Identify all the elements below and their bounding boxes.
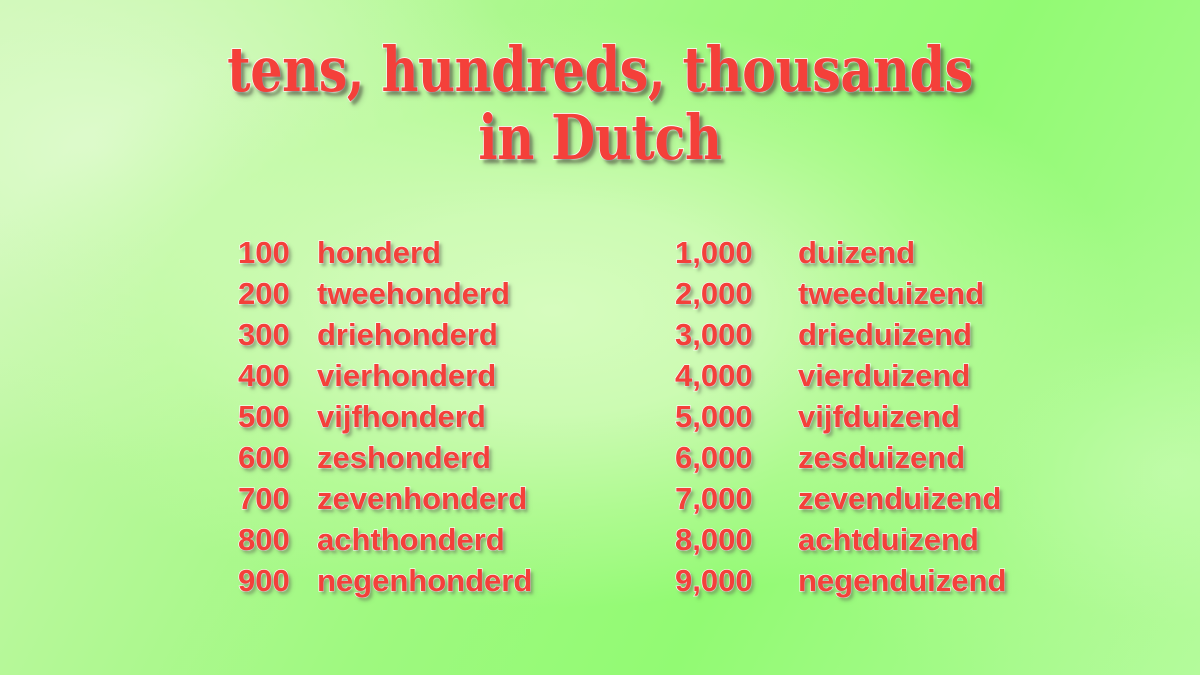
- list-item: 600 zeshonderd: [237, 439, 532, 481]
- numeral: 200: [237, 275, 290, 311]
- list-item: 500 vijfhonderd: [237, 398, 532, 440]
- list-item: 900 negenhonderd: [237, 562, 533, 604]
- dutch-word: tweeduizend: [797, 275, 985, 311]
- dutch-word: achtduizend: [797, 521, 979, 557]
- dutch-word: zeshonderd: [316, 439, 491, 475]
- dutch-word: tweehonderd: [316, 275, 510, 311]
- list-item: 3,000 drieduizend: [674, 316, 1006, 358]
- thousands-column: 1,000 duizend 2,000 tweeduizend 3,000 dr…: [674, 234, 1007, 604]
- dutch-word: honderd: [316, 234, 441, 270]
- numeral: 6,000: [674, 439, 753, 475]
- dutch-word: zesduizend: [797, 439, 966, 475]
- dutch-word: vijfduizend: [797, 398, 960, 434]
- numeral: 900: [237, 562, 290, 598]
- dutch-word: achthonderd: [316, 521, 505, 557]
- dutch-word: driehonderd: [316, 316, 498, 352]
- numeral: 500: [237, 398, 290, 434]
- numeral: 700: [237, 480, 290, 516]
- list-item: 400 vierhonderd: [237, 357, 532, 399]
- list-item: 700 zevenhonderd: [237, 480, 532, 522]
- title-line-1: tens, hundreds, thousands: [226, 33, 973, 106]
- numeral: 9,000: [674, 562, 753, 598]
- numeral: 5,000: [674, 398, 753, 434]
- list-item: 300 driehonderd: [237, 316, 532, 358]
- list-item: 8,000 achtduizend: [674, 521, 1006, 563]
- list-item: 2,000 tweeduizend: [674, 275, 1006, 317]
- numeral: 600: [237, 439, 290, 475]
- dutch-word: zevenhonderd: [316, 480, 528, 516]
- list-item: 5,000 vijfduizend: [674, 398, 1006, 440]
- numeral: 300: [237, 316, 290, 352]
- dutch-word: negenhonderd: [316, 562, 533, 598]
- dutch-word: vijfhonderd: [316, 398, 486, 434]
- dutch-word: vierduizend: [797, 357, 971, 393]
- list-item: 200 tweehonderd: [237, 275, 532, 317]
- numeral: 4,000: [674, 357, 753, 393]
- dutch-word: zevenduizend: [797, 480, 1002, 516]
- numeral: 100: [237, 234, 290, 270]
- numeral: 3,000: [674, 316, 753, 352]
- list-item: 100 honderd: [237, 234, 532, 276]
- title-line-2: in Dutch: [478, 101, 723, 175]
- numeral: 7,000: [674, 480, 753, 516]
- dutch-word: negenduizend: [797, 562, 1007, 598]
- numeral: 2,000: [674, 275, 753, 311]
- list-item: 9,000 negenduizend: [674, 562, 1007, 604]
- numeral: 800: [237, 521, 290, 557]
- dutch-word: drieduizend: [797, 316, 972, 352]
- list-item: 1,000 duizend: [674, 234, 1006, 276]
- dutch-word: vierhonderd: [316, 357, 497, 393]
- numeral: 400: [237, 357, 290, 393]
- dutch-word: duizend: [797, 234, 916, 270]
- list-item: 800 achthonderd: [237, 521, 532, 563]
- list-item: 6,000 zesduizend: [674, 439, 1006, 481]
- hundreds-column: 100 honderd 200 tweehonderd 300 driehond…: [237, 234, 533, 604]
- list-item: 4,000 vierduizend: [674, 357, 1006, 399]
- page-title: tens, hundreds, thousands in Dutch: [0, 33, 1200, 175]
- numeral: 1,000: [674, 234, 753, 270]
- numeral: 8,000: [674, 521, 753, 557]
- list-item: 7,000 zevenduizend: [674, 480, 1006, 522]
